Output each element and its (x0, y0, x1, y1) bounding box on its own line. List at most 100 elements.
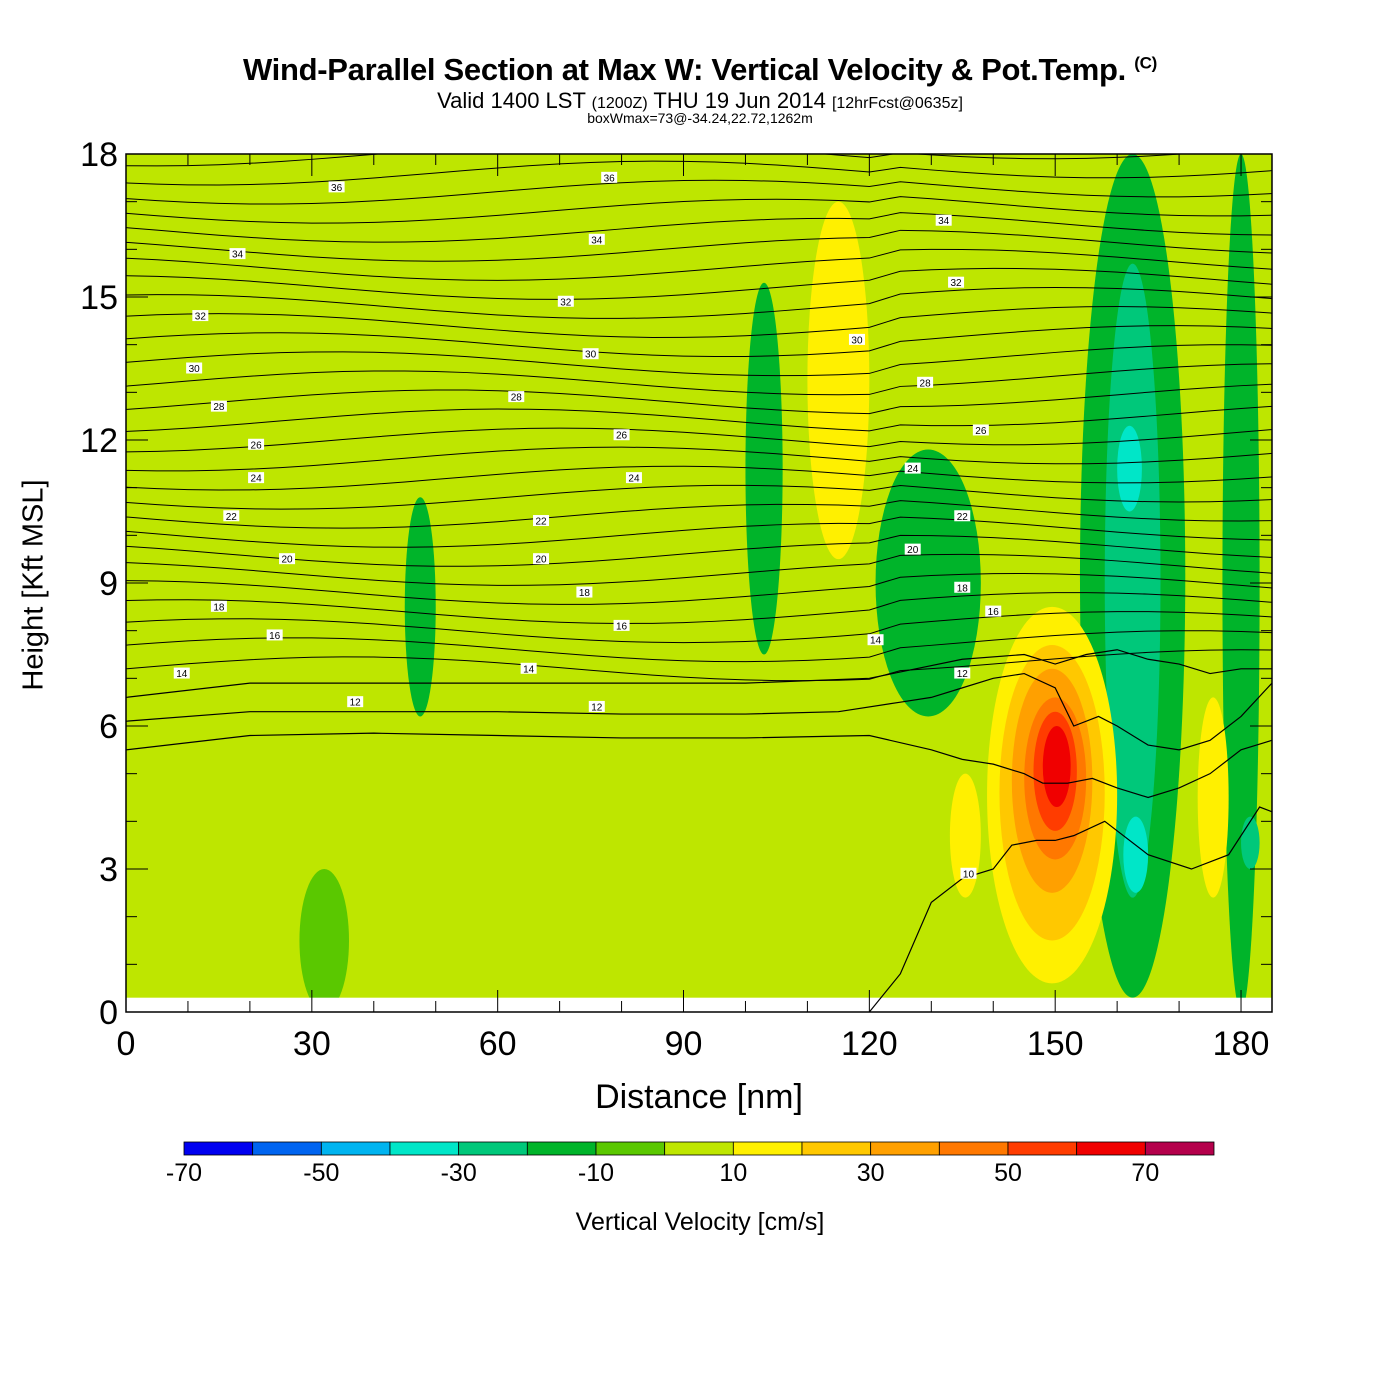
isentrope-label: 36 (604, 173, 616, 184)
isentrope-label-box (972, 424, 989, 436)
isentrope-label-box (960, 867, 977, 879)
isentrope-10 (126, 465, 1272, 491)
colorbar-tick-label: -30 (441, 1159, 477, 1187)
isentrope-label-box (557, 295, 574, 307)
colorbar-segment (320, 1141, 391, 1156)
colorbar-segment (1076, 1141, 1146, 1156)
x-tick-label: 30 (293, 1025, 331, 1063)
isentrope-label-box (248, 438, 265, 450)
isentrope-6 (126, 534, 1272, 567)
isentrope-25 (126, 179, 1272, 205)
isentrope-label: 22 (226, 512, 238, 523)
colorbar-segment (389, 1141, 460, 1156)
chart-subline: boxWmax=73@-34.24,22.72,1262m (587, 110, 813, 126)
isentrope-label-box (601, 171, 618, 183)
isentrope-label-box (210, 600, 227, 612)
w-feature-2 (299, 869, 350, 1012)
isentrope-label-box (186, 362, 203, 374)
isentrope-label-box (533, 553, 550, 565)
colorbar-tick-label: 10 (719, 1159, 747, 1187)
isentrope-label: 20 (907, 545, 919, 556)
isentrope-label-box (904, 462, 921, 474)
y-tick-label: 0 (99, 994, 118, 1032)
isentrope-label-box (279, 553, 296, 565)
isentrope-label-box (935, 214, 952, 226)
y-tick-label: 18 (80, 136, 118, 174)
isentrope-label-box (266, 629, 283, 641)
isentrope-7 (126, 516, 1272, 548)
y-tick-label: 15 (80, 279, 118, 317)
w-feature-4 (497, 845, 573, 1012)
isentrope-label: 24 (628, 474, 640, 485)
isentrope-13 (126, 405, 1272, 432)
colorbar-tick-label: -70 (166, 1159, 202, 1187)
isentrope-label-box (229, 248, 246, 260)
isentrope-11 (126, 446, 1272, 472)
isentrope-1 (126, 630, 1272, 663)
isentrope-20 (126, 267, 1272, 300)
isentrope-label: 12 (350, 698, 362, 709)
isentrope-label: 32 (195, 312, 207, 323)
w-feature-21 (1123, 816, 1149, 893)
isentrope-label: 28 (920, 378, 932, 389)
isentrope-label-box (248, 472, 265, 484)
isentrope-label-box (347, 696, 364, 708)
isentrope-label-box (904, 543, 921, 555)
colorbar-segment (183, 1141, 254, 1156)
isentrope-label: 36 (331, 183, 343, 194)
isentrope-low-0 (868, 806, 1272, 1012)
isentrope-0 (126, 649, 1272, 682)
colorbar-tick-label: -50 (303, 1159, 339, 1187)
w-feature-7 (683, 821, 783, 1012)
isentrope-9 (126, 484, 1272, 510)
isentrope-label-box (576, 586, 593, 598)
x-tick-label: 120 (841, 1025, 898, 1063)
isentrope-label: 16 (616, 621, 628, 632)
isentrope-label-box (848, 333, 865, 345)
isentrope-label-box (588, 233, 605, 245)
w-feature-1 (156, 177, 467, 584)
colorbar-segment (1007, 1141, 1078, 1156)
w-feature-9 (807, 201, 870, 560)
isentrope-2 (126, 611, 1272, 644)
isentrope-label-box (948, 276, 965, 288)
isentrope-19 (126, 286, 1272, 319)
colorbar-segment (801, 1141, 872, 1156)
w-feature-5 (596, 344, 634, 679)
isentrope-22 (126, 229, 1272, 262)
colorbar-title: Vertical Velocity [cm/s] (575, 1208, 825, 1236)
isentrope-23 (126, 212, 1272, 243)
isentrope-4 (126, 572, 1272, 605)
isentrope-label: 14 (176, 669, 188, 680)
isentrope-low-1 (126, 732, 1272, 799)
isentrope-21 (126, 248, 1272, 281)
isentrope-label-box (328, 181, 345, 193)
x-tick-label: 90 (665, 1025, 703, 1063)
chart-title: Wind-Parallel Section at Max W: Vertical… (243, 52, 1157, 87)
y-tick-label: 9 (99, 565, 118, 603)
w-feature-20 (1117, 425, 1142, 512)
isentrope-label: 30 (851, 335, 863, 346)
w-feature-11 (900, 154, 994, 393)
x-tick-label: 0 (117, 1025, 136, 1063)
isentrope-label: 14 (870, 636, 882, 647)
copyright-mark: (C) (1134, 53, 1157, 73)
colorbar-segment (458, 1141, 528, 1156)
x-tick-label: 60 (479, 1025, 517, 1063)
isentrope-label: 26 (251, 440, 263, 451)
w-feature-31 (1042, 726, 1071, 808)
colorbar-tick-label: -10 (578, 1159, 614, 1187)
x-axis-title: Distance [nm] (595, 1078, 803, 1116)
w-feature-6 (584, 869, 684, 1012)
isentrope-14 (126, 383, 1272, 415)
isentrope-label: 22 (535, 517, 547, 528)
colorbar-segment (870, 1141, 940, 1156)
surface-strip (126, 997, 1272, 1012)
isentrope-16 (126, 344, 1272, 377)
isentrope-label-box (173, 667, 190, 679)
isentrope-label: 22 (957, 512, 969, 523)
isentrope-label-box (625, 472, 642, 484)
colorbar-tick-label: 30 (857, 1159, 885, 1187)
isentrope-24 (126, 196, 1272, 224)
